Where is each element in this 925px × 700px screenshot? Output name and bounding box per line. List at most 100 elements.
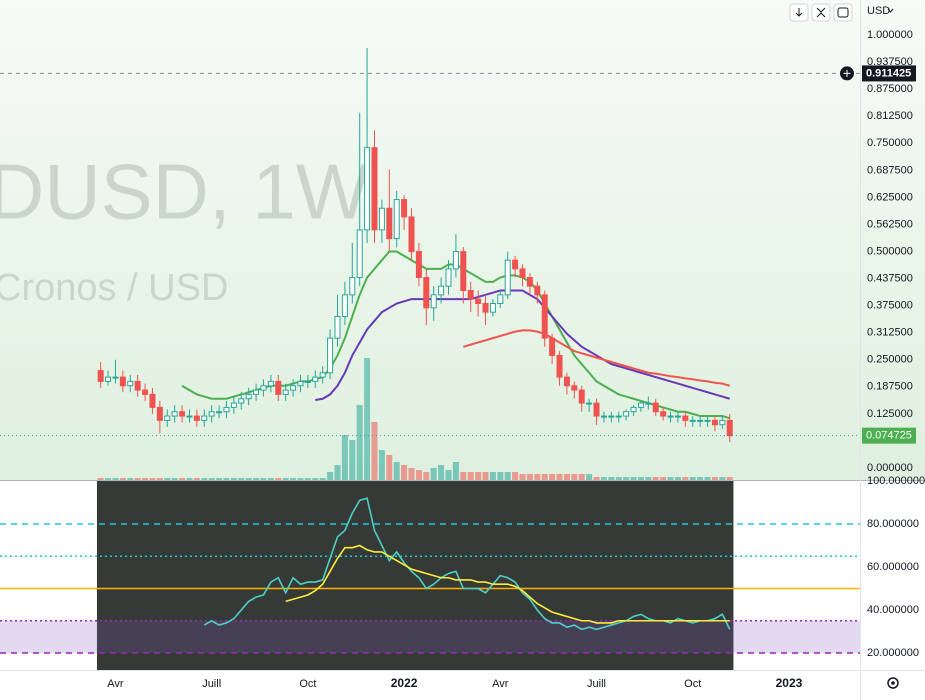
volume-bar xyxy=(127,478,134,480)
y-tick-label: 0.812500 xyxy=(867,110,913,122)
x-tick-label: 2022 xyxy=(391,676,418,690)
volume-bar xyxy=(378,450,385,480)
volume-bar xyxy=(600,477,607,480)
rsi-tick-label: 60.000000 xyxy=(867,561,919,573)
volume-bar xyxy=(489,472,496,480)
candle-body xyxy=(430,294,437,309)
candle-body xyxy=(704,419,711,422)
settings-icon[interactable] xyxy=(887,677,899,689)
watermark-subtitle: Cronos / USD xyxy=(0,267,228,309)
volume-bar xyxy=(119,478,126,480)
candle-body xyxy=(423,277,430,309)
candle-body xyxy=(149,393,156,408)
candle-body xyxy=(134,380,141,391)
candle-body xyxy=(489,302,496,313)
candle-body xyxy=(689,419,696,422)
add-alert-icon xyxy=(843,69,851,77)
volume-bar xyxy=(282,478,289,480)
volume-bar xyxy=(327,472,334,480)
volume-bar xyxy=(156,478,163,480)
y-tick-label: 0.312500 xyxy=(867,327,913,339)
candle-body xyxy=(726,419,733,437)
candle-body xyxy=(179,411,186,417)
scroll-icon xyxy=(795,8,803,17)
fullscreen-button[interactable] xyxy=(833,3,853,22)
candle-body xyxy=(482,302,489,313)
candle-body xyxy=(378,207,385,231)
candle-body xyxy=(105,376,112,382)
candle-body xyxy=(637,402,644,408)
volume-bar xyxy=(482,472,489,480)
candle-body xyxy=(112,376,119,379)
rsi-pane xyxy=(0,481,860,670)
candle-body xyxy=(711,419,718,426)
last-price-box xyxy=(862,427,916,444)
candle-body xyxy=(186,415,193,418)
currency-selector[interactable]: USD xyxy=(867,5,890,17)
candle-body xyxy=(267,380,274,387)
candle-body xyxy=(356,229,363,279)
rsi-tick-label: 20.000000 xyxy=(867,647,919,659)
volume-bar xyxy=(423,472,430,480)
x-tick-label: Juill xyxy=(202,678,221,690)
settings-icon-center xyxy=(891,681,895,685)
x-tick-label: Juill xyxy=(587,678,606,690)
volume-bar xyxy=(149,478,156,480)
rsi-tick-label: 40.000000 xyxy=(867,604,919,616)
main-pane xyxy=(97,48,733,480)
candle-body xyxy=(312,376,319,382)
candle-body xyxy=(475,298,482,304)
y-tick-label: 0.750000 xyxy=(867,137,913,149)
volume-bar xyxy=(364,358,371,480)
crosshair-price: 0.911425 xyxy=(866,67,911,79)
candle-body xyxy=(201,415,208,421)
candle-body xyxy=(600,415,607,418)
volume-bar xyxy=(571,474,578,480)
moving-average xyxy=(315,289,731,402)
currency-caret xyxy=(887,8,894,13)
volume-bar xyxy=(304,478,311,480)
volume-bar xyxy=(230,478,237,480)
volume-bar xyxy=(497,472,504,480)
volume-bar xyxy=(608,477,615,480)
candle-body xyxy=(674,415,681,418)
rsi-line xyxy=(285,544,730,624)
volume-bar xyxy=(112,478,119,480)
volume-bar xyxy=(290,478,297,480)
volume-bar xyxy=(593,477,600,480)
volume-bar xyxy=(526,474,533,480)
candle-body xyxy=(334,315,341,339)
volume-bar xyxy=(97,478,104,480)
candle-body xyxy=(719,419,726,426)
y-tick-label: 0.687500 xyxy=(867,164,913,176)
candle-body xyxy=(697,419,704,422)
candle-body xyxy=(223,406,230,413)
y-tick-label: 0.125000 xyxy=(867,408,913,420)
candle-body xyxy=(238,398,245,404)
candle-body xyxy=(97,370,104,382)
volume-bar xyxy=(319,478,326,480)
candle-body xyxy=(275,380,282,395)
volume-bar xyxy=(586,474,593,480)
volume-bar xyxy=(401,465,408,480)
candle-body xyxy=(386,207,393,240)
volume-bar xyxy=(549,474,556,480)
candle-body xyxy=(216,411,223,414)
main-background xyxy=(0,0,925,480)
y-tick-label: 0.937500 xyxy=(867,56,913,68)
candle-body xyxy=(127,380,134,387)
y-tick-label: 0.375000 xyxy=(867,300,913,312)
volume-bar xyxy=(475,472,482,480)
volume-bar xyxy=(208,478,215,480)
volume-bar xyxy=(556,474,563,480)
volume-bar xyxy=(186,478,193,480)
candle-body xyxy=(667,415,674,418)
volume-bar xyxy=(512,472,519,480)
zoom-icon xyxy=(816,7,826,18)
volume-bar xyxy=(142,478,149,480)
volume-bar xyxy=(334,465,341,480)
candle-body xyxy=(364,147,371,231)
candle-body xyxy=(608,415,615,418)
candle-body xyxy=(193,415,200,421)
